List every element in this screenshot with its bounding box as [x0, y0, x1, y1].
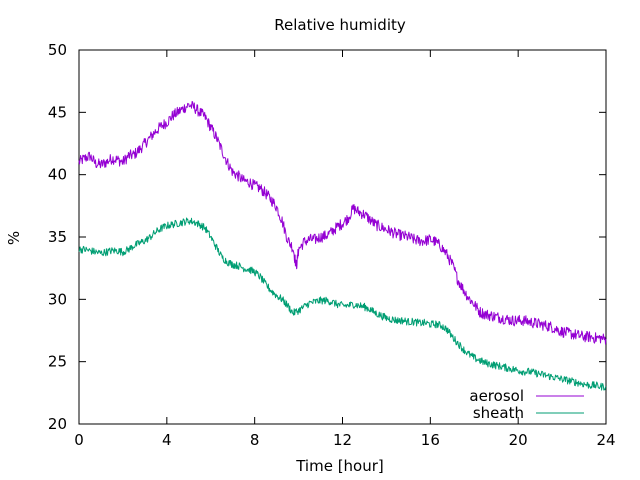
- x-axis-label: Time [hour]: [295, 457, 384, 475]
- y-tick-label: 50: [48, 41, 67, 59]
- x-tick-label: 4: [162, 431, 172, 449]
- y-tick-label: 20: [48, 415, 67, 433]
- series-line-sheath: [78, 217, 607, 391]
- x-tick-label: 20: [509, 431, 528, 449]
- series-layer: [78, 101, 607, 391]
- series-line-aerosol: [78, 101, 607, 345]
- plot-frame: [78, 49, 607, 425]
- y-tick-label: 25: [48, 353, 67, 371]
- x-tick-label: 12: [333, 431, 352, 449]
- legend-label-aerosol: aerosol: [469, 387, 524, 405]
- y-tick-label: 35: [48, 228, 67, 246]
- x-tick-label: 16: [421, 431, 440, 449]
- x-tick-label: 24: [596, 431, 615, 449]
- x-tick-label: 8: [250, 431, 260, 449]
- legend-label-sheath: sheath: [473, 404, 524, 422]
- y-tick-label: 40: [48, 166, 67, 184]
- y-tick-label: 45: [48, 103, 67, 121]
- chart-title: Relative humidity: [274, 16, 406, 34]
- y-tick-label: 30: [48, 290, 67, 308]
- axis-ticks: 0 4 8 12 16 20 24 20 25 30 35 40 45 50: [48, 41, 616, 449]
- x-tick-label: 0: [74, 431, 84, 449]
- y-axis-label: %: [5, 231, 23, 245]
